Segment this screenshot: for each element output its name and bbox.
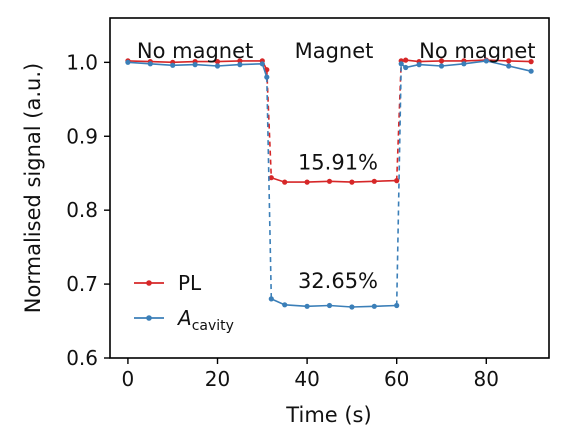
- series-layer: [125, 57, 534, 310]
- data-point: [349, 179, 355, 185]
- y-axis-label: Normalised signal (a.u.): [21, 63, 45, 313]
- legend-marker-pl: [146, 280, 152, 286]
- data-point: [237, 62, 243, 68]
- series-line-0: [395, 60, 402, 181]
- data-point: [528, 59, 534, 65]
- percent-annotation: 32.65%: [298, 269, 378, 293]
- x-tick-label: 0: [122, 367, 135, 391]
- region-label: No magnet: [137, 39, 253, 63]
- data-point: [282, 302, 288, 308]
- data-point: [268, 296, 274, 302]
- data-point: [438, 63, 445, 69]
- data-point: [170, 62, 176, 68]
- data-point: [483, 58, 489, 64]
- x-tick-label: 20: [205, 367, 230, 391]
- x-axis-label: Time (s): [285, 403, 371, 427]
- series-line-0: [127, 60, 268, 71]
- data-point: [237, 58, 243, 64]
- data-point: [416, 62, 422, 68]
- data-point: [506, 63, 512, 69]
- data-point: [506, 58, 512, 64]
- data-point: [438, 58, 445, 64]
- data-point: [304, 179, 310, 185]
- legend: PL Acavity: [134, 271, 234, 334]
- data-point: [214, 59, 221, 65]
- data-point: [326, 302, 333, 309]
- percent-annotation: 15.91%: [298, 151, 378, 175]
- series-line-1: [395, 63, 402, 306]
- y-tick-label: 0.8: [66, 198, 98, 222]
- data-point: [125, 59, 131, 65]
- data-point: [403, 57, 409, 63]
- y-tick-label: 0.6: [66, 346, 98, 370]
- data-point: [403, 64, 409, 71]
- data-point: [371, 303, 377, 309]
- x-tick-label: 60: [384, 367, 409, 391]
- x-tick-label: 40: [294, 367, 319, 391]
- data-point: [147, 61, 153, 67]
- region-label: No magnet: [419, 39, 535, 63]
- series-line-1: [266, 77, 273, 299]
- data-point: [304, 303, 310, 309]
- y-tick-label: 0.9: [66, 124, 98, 148]
- series-line-0: [271, 176, 397, 183]
- x-tick-label: 80: [474, 367, 499, 391]
- region-label: Magnet: [295, 39, 374, 63]
- data-point: [394, 302, 400, 309]
- axis-ticks: 0 20 40 60 80 0.6 0.7 0.8 0.9 1.0: [66, 50, 499, 391]
- data-point: [268, 175, 274, 181]
- data-point: [528, 68, 534, 74]
- plot-frame: [109, 17, 550, 359]
- data-point: [398, 61, 404, 67]
- legend-label-acavity: Acavity: [176, 306, 234, 334]
- data-point: [349, 304, 355, 310]
- legend-label-pl: PL: [178, 271, 202, 295]
- data-point: [326, 178, 333, 184]
- labels-layer: No magnet Magnet No magnet 15.91% 32.65%: [137, 39, 536, 293]
- data-point: [264, 74, 270, 80]
- legend-marker-acavity: [146, 315, 152, 321]
- data-point: [214, 63, 221, 69]
- y-tick-label: 1.0: [66, 50, 98, 74]
- data-point: [461, 61, 467, 67]
- series-line-1: [127, 61, 268, 78]
- data-point: [259, 61, 265, 67]
- data-point: [282, 179, 288, 185]
- data-point: [371, 178, 377, 184]
- series-line-1: [270, 298, 397, 308]
- data-point: [394, 178, 400, 184]
- data-point: [192, 62, 198, 68]
- y-tick-label: 0.7: [66, 272, 98, 296]
